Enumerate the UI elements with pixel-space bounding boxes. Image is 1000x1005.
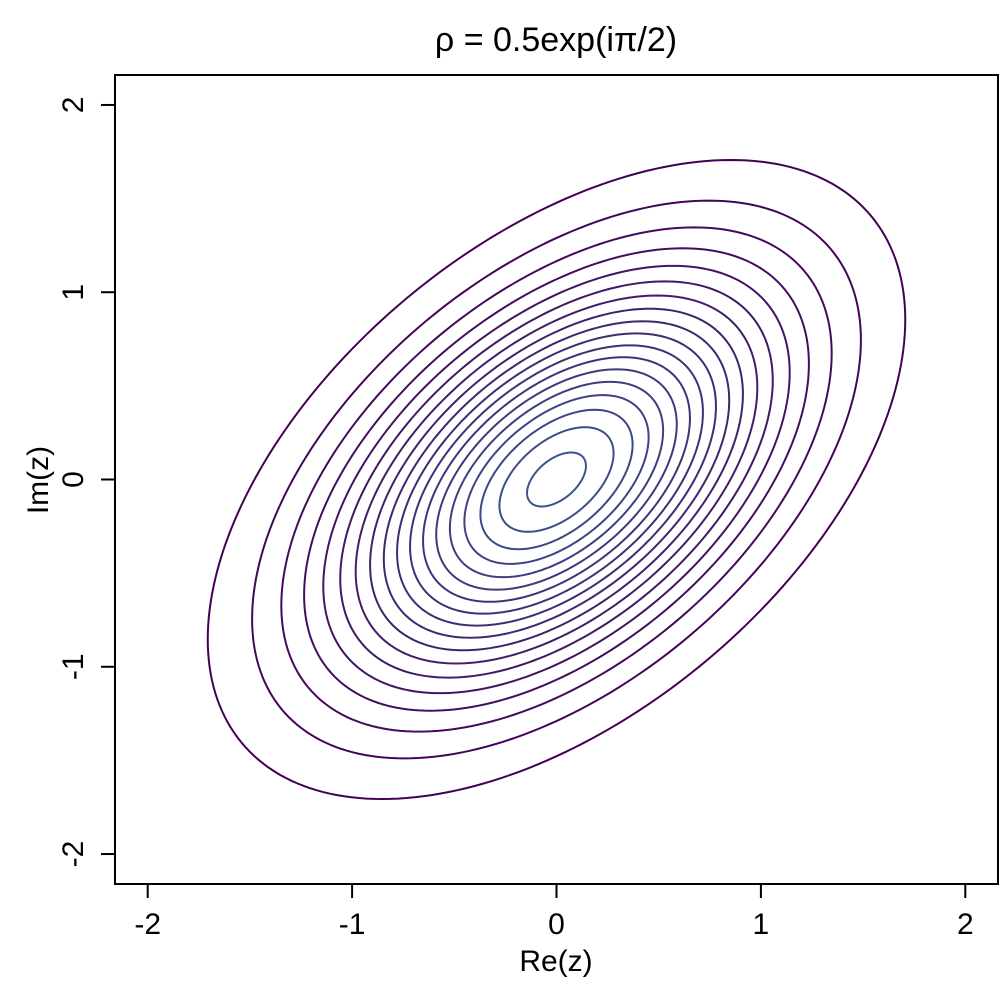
contour-line bbox=[409, 344, 704, 615]
contour-line bbox=[206, 158, 907, 801]
contour-line bbox=[448, 380, 665, 579]
plot-frame bbox=[114, 74, 999, 885]
y-tick-label: -1 bbox=[57, 653, 90, 680]
contour-line bbox=[479, 408, 634, 551]
y-tick-label: 1 bbox=[57, 284, 90, 301]
contour-line bbox=[498, 426, 615, 533]
contour-line bbox=[339, 280, 774, 679]
chart-title: ρ = 0.5exp(iπ/2) bbox=[435, 21, 677, 59]
contour-line bbox=[396, 332, 717, 627]
contour-line bbox=[422, 356, 691, 603]
contour-line bbox=[280, 226, 833, 733]
contour-line bbox=[369, 307, 744, 652]
y-tick-label: 0 bbox=[57, 471, 90, 488]
y-tick-label: 2 bbox=[57, 97, 90, 114]
x-axis-label: Re(z) bbox=[519, 945, 592, 978]
x-tick-label: 0 bbox=[548, 908, 565, 941]
x-tick-label: -2 bbox=[134, 908, 161, 941]
x-tick-label: 2 bbox=[957, 908, 974, 941]
contour-line bbox=[251, 199, 862, 760]
contour-line bbox=[382, 320, 731, 639]
contour-line bbox=[303, 247, 810, 712]
contour-line bbox=[322, 264, 791, 695]
contour-line bbox=[463, 394, 650, 565]
contour-line bbox=[526, 451, 587, 508]
contour-line bbox=[435, 368, 678, 591]
x-tick-label: -1 bbox=[339, 908, 366, 941]
y-tick-label: -2 bbox=[57, 841, 90, 868]
y-axis-label: Im(z) bbox=[22, 446, 55, 514]
contour-line bbox=[354, 294, 759, 665]
x-tick-label: 1 bbox=[753, 908, 770, 941]
